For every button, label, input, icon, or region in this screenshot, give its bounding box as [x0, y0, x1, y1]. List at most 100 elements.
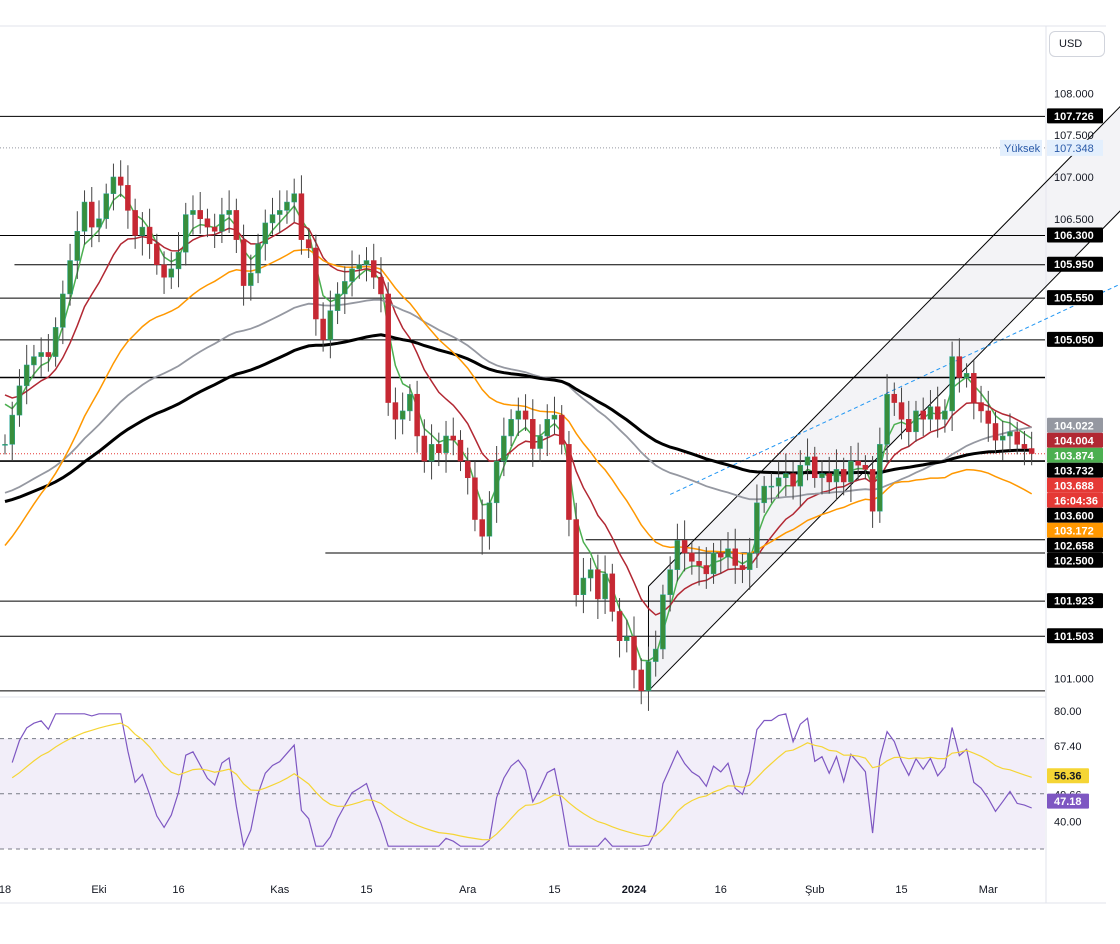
candle: [313, 247, 319, 320]
candle: [378, 276, 384, 295]
price-badge-label: 102.500: [1054, 555, 1094, 567]
candle: [428, 444, 435, 462]
x-axis-label: Mar: [979, 884, 998, 896]
candle: [493, 460, 500, 504]
candle: [392, 402, 399, 420]
candle: [262, 222, 269, 245]
candle: [16, 385, 23, 416]
candle: [1014, 431, 1020, 445]
candle: [848, 460, 854, 483]
price-tick-label: 107.000: [1054, 172, 1094, 184]
candle: [797, 464, 804, 487]
candle: [67, 260, 73, 295]
candle: [530, 419, 536, 449]
candle: [60, 293, 66, 328]
rsi-value-label: 56.36: [1054, 771, 1082, 783]
candle: [971, 373, 977, 403]
candle: [356, 264, 363, 270]
candle: [146, 226, 153, 245]
price-badge-label: 101.503: [1054, 631, 1094, 643]
candle: [920, 410, 926, 420]
x-axis-label: 15: [360, 884, 372, 896]
candle: [710, 552, 717, 575]
candle: [927, 406, 934, 420]
candle: [624, 636, 630, 641]
price-badge-label: 103.874: [1054, 450, 1095, 462]
candle: [342, 281, 348, 295]
candle: [746, 552, 753, 570]
candle: [414, 393, 420, 437]
candle: [175, 251, 182, 270]
candle: [566, 444, 572, 520]
price-badge-label: 16:04:36: [1054, 495, 1098, 507]
candle: [761, 485, 767, 504]
price-badge-label: 104.004: [1054, 435, 1095, 447]
candle: [609, 573, 616, 612]
price-badge-label: 105.550: [1054, 293, 1094, 305]
candle: [616, 611, 623, 641]
candle: [725, 548, 731, 558]
candle: [537, 435, 543, 449]
price-badge-label: 103.172: [1054, 525, 1094, 537]
candle: [349, 268, 355, 282]
price-badge: [1047, 552, 1103, 568]
candle: [472, 477, 478, 520]
candle: [985, 410, 992, 424]
candle: [248, 272, 254, 286]
candle: [240, 239, 247, 286]
price-badge: [1047, 477, 1103, 493]
candle: [652, 648, 659, 662]
candle: [840, 469, 847, 483]
candle: [407, 393, 413, 412]
currency-button[interactable]: USD: [1049, 31, 1105, 57]
candle: [399, 410, 406, 420]
price-badge: [1047, 108, 1103, 124]
price-tick-label: 107.500: [1054, 130, 1094, 142]
candle: [204, 218, 211, 228]
candle: [190, 210, 196, 215]
price-badge-label: 103.688: [1054, 480, 1094, 492]
candle: [956, 356, 963, 378]
candle: [45, 352, 52, 357]
candle: [385, 293, 391, 403]
candle: [334, 293, 341, 311]
price-badge: [1047, 522, 1103, 538]
candle: [183, 214, 189, 253]
candle: [9, 414, 15, 445]
candle: [132, 210, 138, 236]
candle: [696, 561, 702, 566]
candle: [291, 193, 297, 203]
candle: [906, 419, 912, 433]
price-badge-label: 105.950: [1054, 259, 1094, 271]
x-axis-label: Kas: [270, 884, 289, 896]
candle: [363, 260, 370, 265]
candle: [168, 268, 175, 278]
candle: [768, 485, 775, 488]
price-badge-label: 106.300: [1054, 230, 1094, 242]
price-badge: [1047, 227, 1103, 243]
candle: [877, 444, 883, 512]
candle: [211, 226, 218, 232]
candle: [110, 176, 117, 194]
price-badge: [1047, 507, 1103, 523]
rsi-value-label: 47.18: [1054, 796, 1082, 808]
candle: [580, 577, 587, 595]
price-badge: [1047, 593, 1103, 609]
rsi-tick-label: 40.00: [1054, 816, 1082, 828]
candle: [992, 423, 999, 441]
x-axis-label: Eki: [91, 884, 106, 896]
candle: [558, 414, 565, 445]
high-marker-value: 107.348: [1054, 143, 1094, 155]
candle: [602, 573, 608, 600]
candle: [739, 565, 746, 570]
candle: [978, 402, 984, 412]
candle: [255, 243, 261, 274]
candle: [804, 456, 811, 466]
candle: [52, 327, 59, 357]
candle: [587, 569, 594, 579]
rsi-value-badge: [1047, 793, 1089, 809]
candle: [819, 473, 825, 479]
candle: [298, 193, 305, 240]
candle: [276, 210, 283, 215]
